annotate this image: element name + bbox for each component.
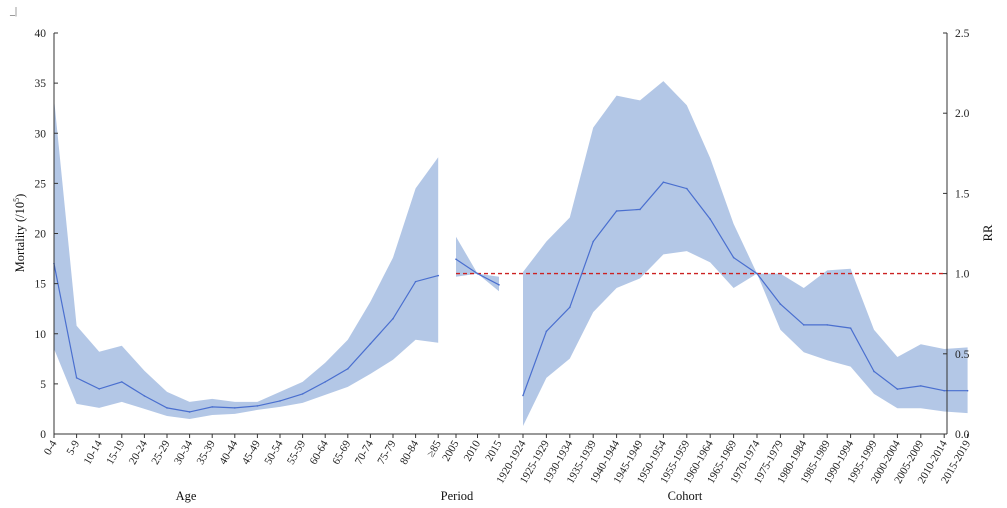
y-right-tick-label: 0.0 bbox=[955, 429, 970, 441]
age-category-label: 10-14 bbox=[82, 438, 105, 467]
age-confidence-band bbox=[54, 98, 439, 419]
cohort-point bbox=[920, 385, 922, 387]
age-point bbox=[324, 381, 327, 383]
age-category-label: 15-19 bbox=[104, 438, 127, 467]
cohort-point bbox=[826, 324, 828, 326]
y-left-tick-label: 20 bbox=[35, 229, 47, 241]
age-category-label: 70-74 bbox=[353, 438, 376, 467]
age-category-label: 50-54 bbox=[262, 438, 285, 467]
age-point bbox=[414, 280, 417, 283]
cohort-point bbox=[966, 389, 969, 392]
period-category-label: 2010 bbox=[462, 438, 484, 463]
y-axis-right-label: RR bbox=[981, 224, 995, 241]
estimate-lines bbox=[53, 181, 969, 413]
age-category-label: 65-69 bbox=[330, 438, 353, 467]
y-left-tick-label: 25 bbox=[35, 178, 47, 190]
period-category-label: 2015 bbox=[483, 438, 505, 463]
period-point bbox=[476, 272, 479, 275]
cohort-point bbox=[779, 303, 782, 305]
age-point bbox=[369, 342, 372, 345]
age-point bbox=[166, 407, 168, 409]
confidence-bands bbox=[54, 81, 968, 426]
age-category-label: 20-24 bbox=[127, 438, 150, 467]
age-category-label: 30-34 bbox=[172, 438, 195, 467]
cohort-point bbox=[662, 181, 665, 183]
cohort-point bbox=[639, 208, 641, 211]
age-category-label: 45-49 bbox=[240, 438, 263, 467]
cohort-point bbox=[732, 256, 735, 259]
tick-labels: 0 5 10 15 20 25 30 35 40 0.0 0.5 1.0 1.5 2.0 2.5 bbox=[35, 28, 970, 441]
y-right-tick-label: 0.5 bbox=[955, 349, 970, 361]
y-right-tick-label: 2.0 bbox=[955, 108, 970, 120]
age-point bbox=[347, 368, 349, 370]
cohort-point bbox=[756, 272, 758, 275]
y-right-tick-label: 2.5 bbox=[955, 28, 970, 40]
cohort-point bbox=[592, 240, 594, 243]
age-category-label: 60-64 bbox=[308, 438, 331, 467]
age-point bbox=[234, 407, 236, 409]
period-point bbox=[455, 258, 457, 260]
age-category-label: 35-39 bbox=[195, 438, 218, 467]
category-labels: 0-4 5-9 10-14 15-19 20-24 25-29 30-34 35-39 40-4… bbox=[42, 438, 974, 486]
cohort-point bbox=[803, 324, 805, 326]
cohort-point bbox=[615, 210, 618, 212]
age-point bbox=[392, 317, 394, 320]
age-category-label: 55-59 bbox=[285, 438, 308, 467]
age-point bbox=[98, 388, 100, 390]
age-point bbox=[211, 406, 213, 408]
cohort-point bbox=[569, 306, 571, 309]
cohort-point bbox=[686, 187, 688, 190]
y-left-tick-label: 35 bbox=[35, 78, 47, 90]
y-left-tick-label: 5 bbox=[40, 379, 46, 391]
cohort-estimate-line bbox=[522, 181, 968, 396]
age-category-label: 25-29 bbox=[149, 438, 172, 467]
y-left-tick-label: 10 bbox=[35, 329, 47, 341]
age-point bbox=[437, 274, 440, 277]
axes bbox=[53, 32, 969, 438]
cohort-point bbox=[522, 394, 524, 397]
cohort-point bbox=[849, 327, 852, 329]
age-category-label: 5-9 bbox=[64, 438, 82, 457]
y-axis-left-label: Mortality (/105) bbox=[12, 194, 27, 273]
period-axis-label: Period bbox=[441, 489, 474, 503]
cohort-point bbox=[896, 388, 899, 390]
age-axis-label: Age bbox=[176, 489, 197, 503]
y-right-tick-label: 1.5 bbox=[955, 188, 970, 200]
age-category-label: 40-44 bbox=[217, 438, 240, 467]
period-confidence-band bbox=[456, 236, 499, 292]
age-point bbox=[279, 400, 281, 402]
cohort-axis-label: Cohort bbox=[668, 489, 703, 503]
age-estimate-line bbox=[53, 263, 439, 413]
age-category-label: 75-79 bbox=[375, 438, 398, 467]
period-category-label: 2005 bbox=[440, 438, 462, 463]
cohort-point bbox=[545, 330, 548, 333]
age-category-label: 80-84 bbox=[398, 438, 421, 467]
age-point bbox=[301, 393, 304, 395]
cohort-point bbox=[709, 218, 711, 220]
y-left-tick-label: 30 bbox=[35, 128, 47, 140]
y-right-tick-label: 1.0 bbox=[955, 269, 970, 281]
age-point bbox=[143, 395, 146, 397]
y-left-tick-label: 40 bbox=[35, 28, 47, 40]
age-point bbox=[121, 381, 123, 383]
age-point bbox=[75, 377, 78, 379]
corner-mark: _| bbox=[10, 6, 18, 17]
cohort-point bbox=[873, 370, 875, 373]
y-left-tick-label: 15 bbox=[35, 279, 47, 291]
cohort-confidence-band bbox=[523, 81, 968, 426]
age-point bbox=[256, 405, 259, 407]
age-point bbox=[188, 411, 191, 413]
y-left-tick-label: 0 bbox=[40, 429, 46, 441]
period-point bbox=[498, 284, 500, 286]
cohort-point bbox=[943, 389, 945, 392]
